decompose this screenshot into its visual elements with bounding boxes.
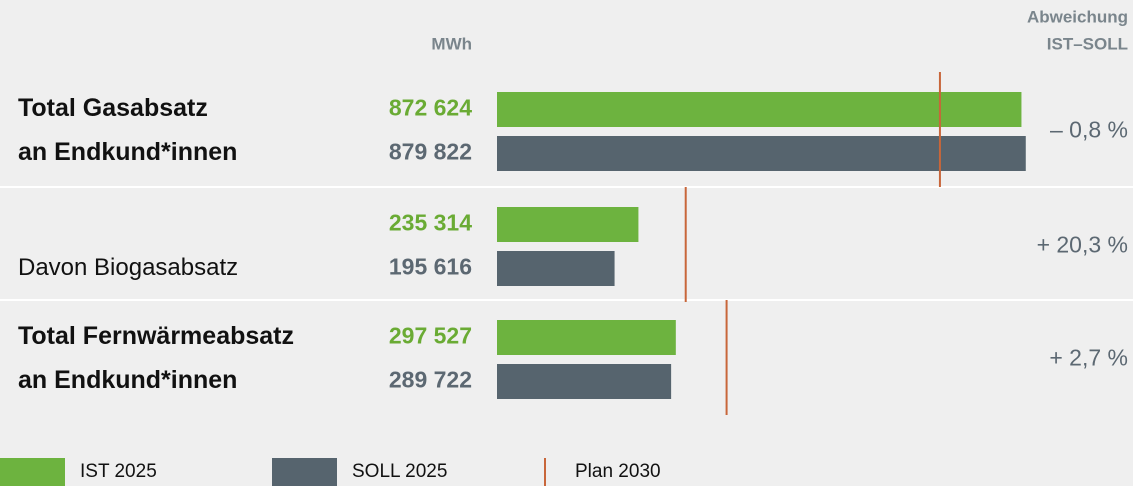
value-label: 872 624: [389, 95, 472, 121]
legend-swatch: [0, 458, 65, 486]
legend-label: SOLL 2025: [352, 461, 447, 482]
bar: [497, 92, 1022, 127]
axis-unit: MWh: [431, 34, 472, 53]
bar: [497, 251, 615, 286]
deviation-label: – 0,8 %: [1050, 117, 1128, 143]
deviation-header: IST–SOLL: [1047, 34, 1128, 53]
category-label: an Endkund*innen: [18, 366, 237, 394]
category-label: an Endkund*innen: [18, 138, 237, 166]
bar: [497, 136, 1026, 171]
value-label: 879 822: [389, 139, 472, 165]
legend-label: IST 2025: [80, 461, 157, 482]
value-label: 289 722: [389, 367, 472, 393]
legend-label: Plan 2030: [575, 461, 661, 482]
value-label: 235 314: [389, 210, 472, 236]
value-label: 297 527: [389, 323, 472, 349]
category-label: Total Fernwärmeabsatz: [18, 322, 294, 350]
bar: [497, 364, 672, 399]
bar: [497, 320, 676, 355]
deviation-header: Abweichung: [1027, 7, 1128, 26]
category-label: Total Gasabsatz: [18, 94, 208, 122]
bar: [497, 207, 639, 242]
deviation-label: + 2,7 %: [1049, 345, 1128, 371]
legend-swatch: [272, 458, 337, 486]
deviation-label: + 20,3 %: [1037, 232, 1128, 258]
category-label: Davon Biogasabsatz: [18, 254, 238, 281]
value-label: 195 616: [389, 254, 472, 280]
